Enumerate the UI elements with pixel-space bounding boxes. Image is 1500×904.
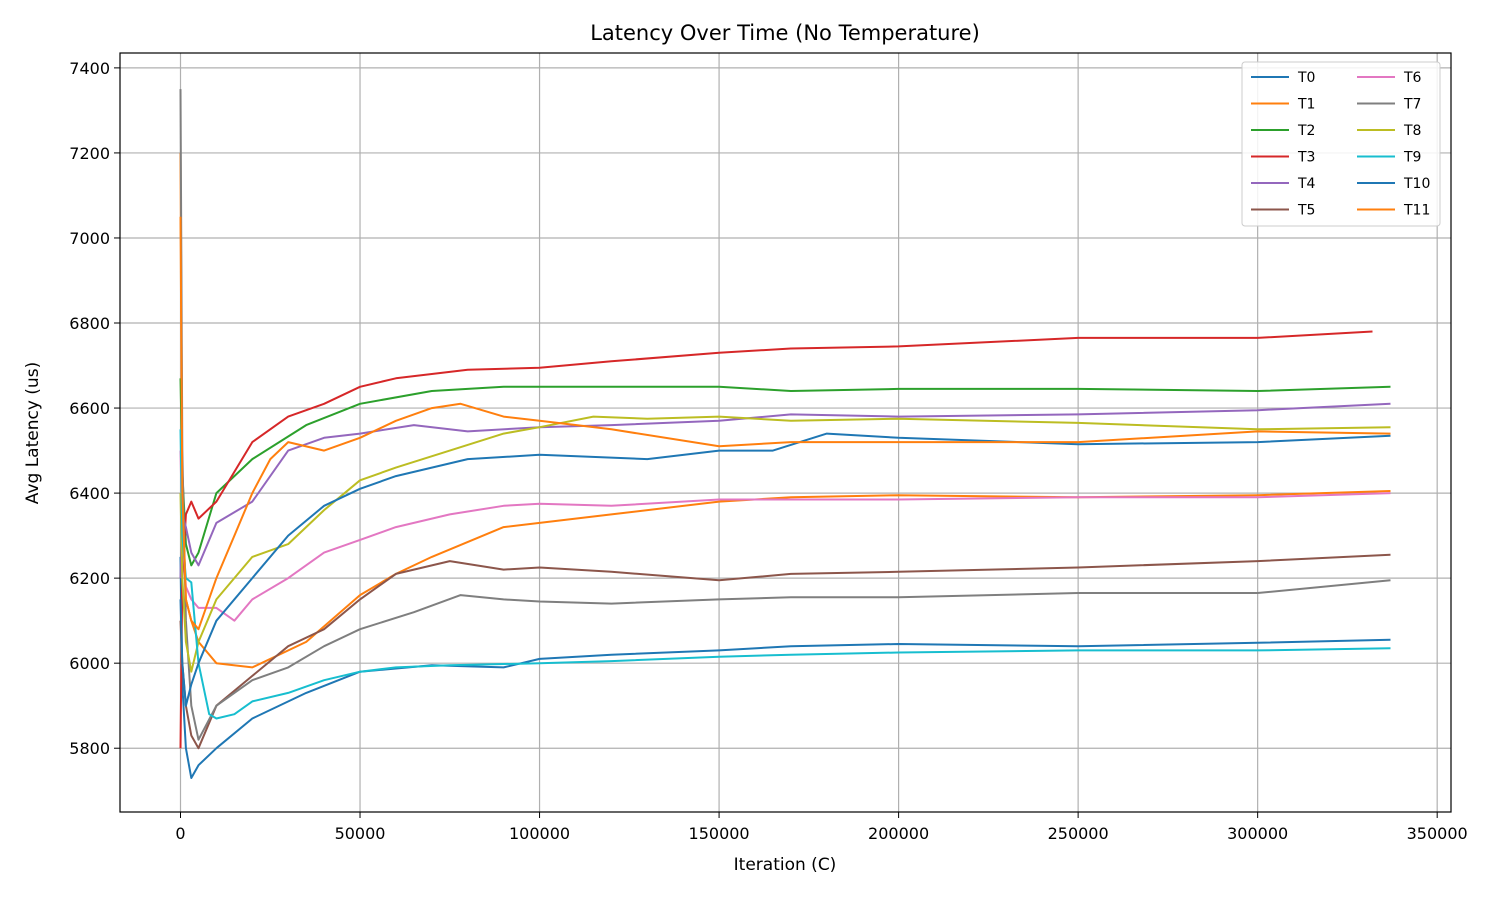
y-tick-label: 7400 xyxy=(69,59,110,78)
y-tick-label: 6200 xyxy=(69,569,110,588)
series-line-t5 xyxy=(179,553,1391,750)
legend-label-t2: T2 xyxy=(1297,123,1315,139)
series-line-t8 xyxy=(179,415,1391,673)
y-tick-label: 6600 xyxy=(69,399,110,418)
y-tick-label: 6800 xyxy=(69,314,110,333)
x-tick-label: 250000 xyxy=(1048,824,1109,843)
y-tick-label: 7200 xyxy=(69,144,110,163)
legend-label-t11: T11 xyxy=(1403,203,1430,219)
y-tick-label: 6400 xyxy=(69,484,110,503)
series-line-t9 xyxy=(179,429,1391,720)
series-line-t1 xyxy=(179,152,1391,669)
legend-label-t7: T7 xyxy=(1403,97,1421,113)
legend: T0 T1 T2 T3 T4 T5 T6 T7 T8 T9 T10 T11 xyxy=(1241,61,1441,227)
legend-label-t9: T9 xyxy=(1403,150,1421,166)
tick-layer: 0 50000 100000 150000 200000 250000 300000 3500… xyxy=(69,59,1467,843)
plot-frame xyxy=(119,52,1452,813)
legend-label-t3: T3 xyxy=(1297,150,1315,166)
x-tick-label: 0 xyxy=(175,824,185,843)
legend-label-t10: T10 xyxy=(1403,176,1430,192)
x-tick-label: 50000 xyxy=(335,824,386,843)
y-axis-label: Avg Latency (us) xyxy=(23,362,43,504)
series-layer xyxy=(179,89,1391,779)
legend-label-t6: T6 xyxy=(1403,70,1422,86)
series-line-t11 xyxy=(179,216,1391,631)
y-tick-label: 5800 xyxy=(69,739,110,758)
x-tick-label: 300000 xyxy=(1227,824,1288,843)
y-tick-label: 6000 xyxy=(69,654,110,673)
chart-title: Latency Over Time (No Temperature) xyxy=(590,21,980,45)
series-line-t7 xyxy=(179,89,1391,741)
series-line-t3 xyxy=(179,330,1373,749)
legend-label-t5: T5 xyxy=(1297,203,1315,219)
x-tick-label: 100000 xyxy=(509,824,570,843)
x-tick-label: 200000 xyxy=(868,824,929,843)
series-line-t6 xyxy=(179,450,1391,622)
y-tick-label: 7000 xyxy=(69,229,110,248)
legend-label-t1: T1 xyxy=(1297,97,1315,113)
legend-label-t8: T8 xyxy=(1403,123,1421,139)
x-tick-label: 150000 xyxy=(689,824,750,843)
legend-box xyxy=(1241,61,1441,227)
series-line-t2 xyxy=(179,378,1391,567)
legend-label-t0: T0 xyxy=(1297,70,1315,86)
x-axis-label: Iteration (C) xyxy=(734,855,837,875)
series-line-t4 xyxy=(179,402,1391,579)
x-tick-label: 350000 xyxy=(1407,824,1468,843)
series-line-t10 xyxy=(179,432,1391,707)
legend-label-t4: T4 xyxy=(1297,176,1316,192)
